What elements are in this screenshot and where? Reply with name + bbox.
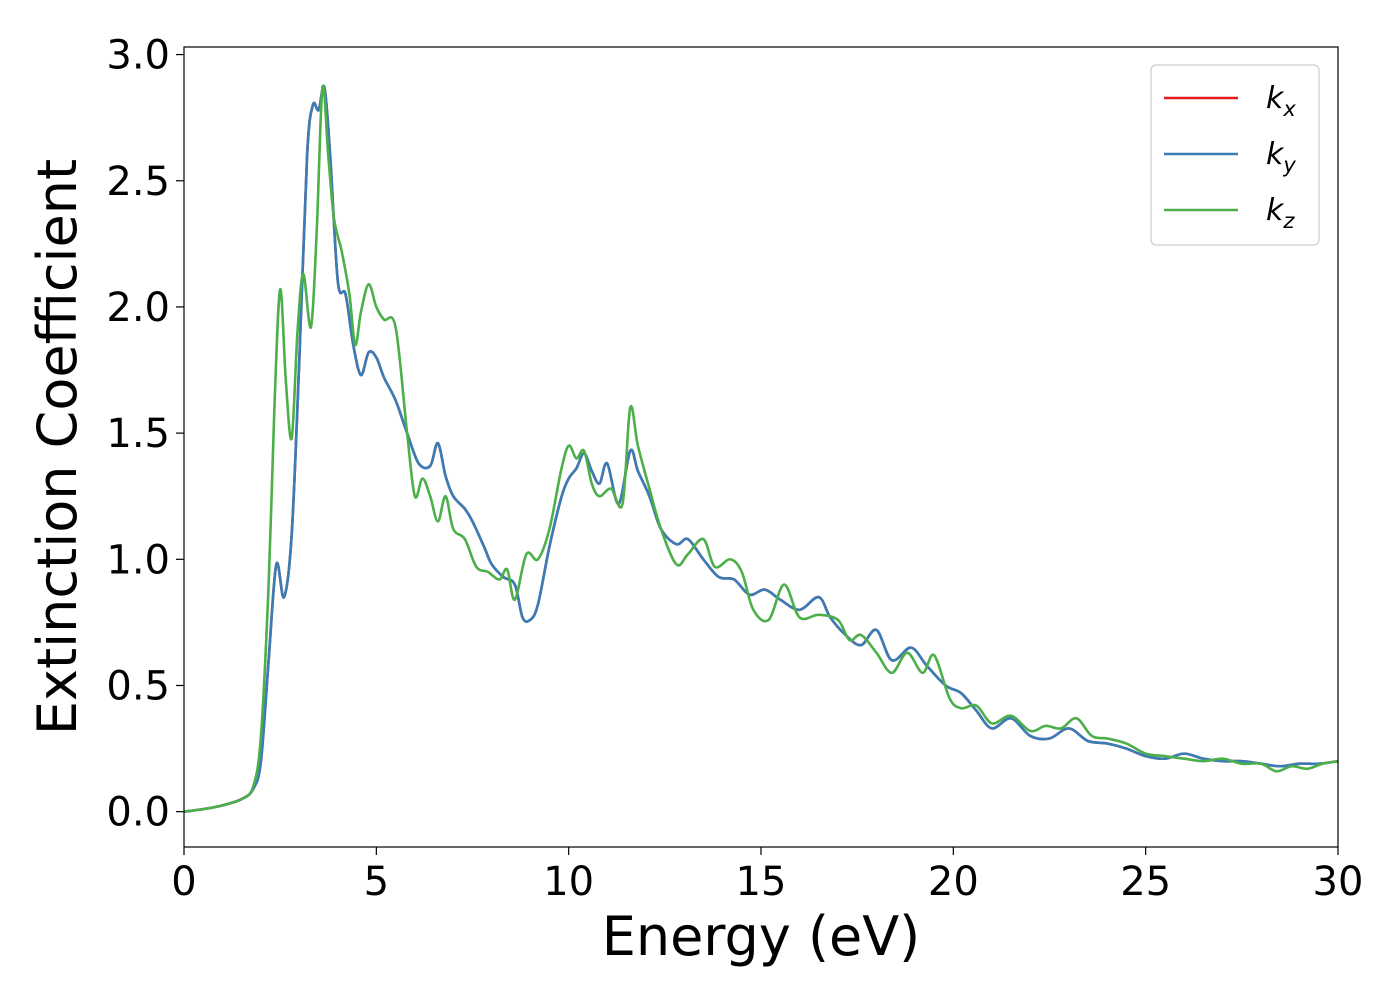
y-tick-label: 2.5 — [106, 159, 170, 205]
y-tick-label: 1.0 — [106, 537, 170, 583]
y-tick-label: 0.5 — [106, 663, 170, 709]
plot-area — [184, 47, 1338, 847]
x-tick-label: 0 — [171, 859, 196, 905]
x-tick-label: 15 — [736, 859, 787, 905]
x-axis-title: Energy (eV) — [602, 905, 921, 968]
x-tick-label: 10 — [543, 859, 594, 905]
y-tick-label: 1.5 — [106, 411, 170, 457]
x-tick-label: 20 — [928, 859, 979, 905]
y-tick-label: 3.0 — [106, 33, 170, 79]
series-line-z — [184, 84, 1338, 813]
x-axis: 0 5 10 15 20 25 30 — [171, 847, 1363, 905]
y-axis-title: Extinction Coefficient — [26, 159, 89, 735]
y-tick-label: 0.0 — [106, 790, 170, 836]
x-tick-label: 30 — [1313, 859, 1364, 905]
y-axis: 0.0 0.5 1.0 1.5 2.0 2.5 3.0 — [106, 33, 184, 836]
x-tick-label: 25 — [1120, 859, 1171, 905]
x-tick-label: 5 — [364, 859, 389, 905]
series-layer — [184, 84, 1338, 813]
y-tick-label: 2.0 — [106, 285, 170, 331]
